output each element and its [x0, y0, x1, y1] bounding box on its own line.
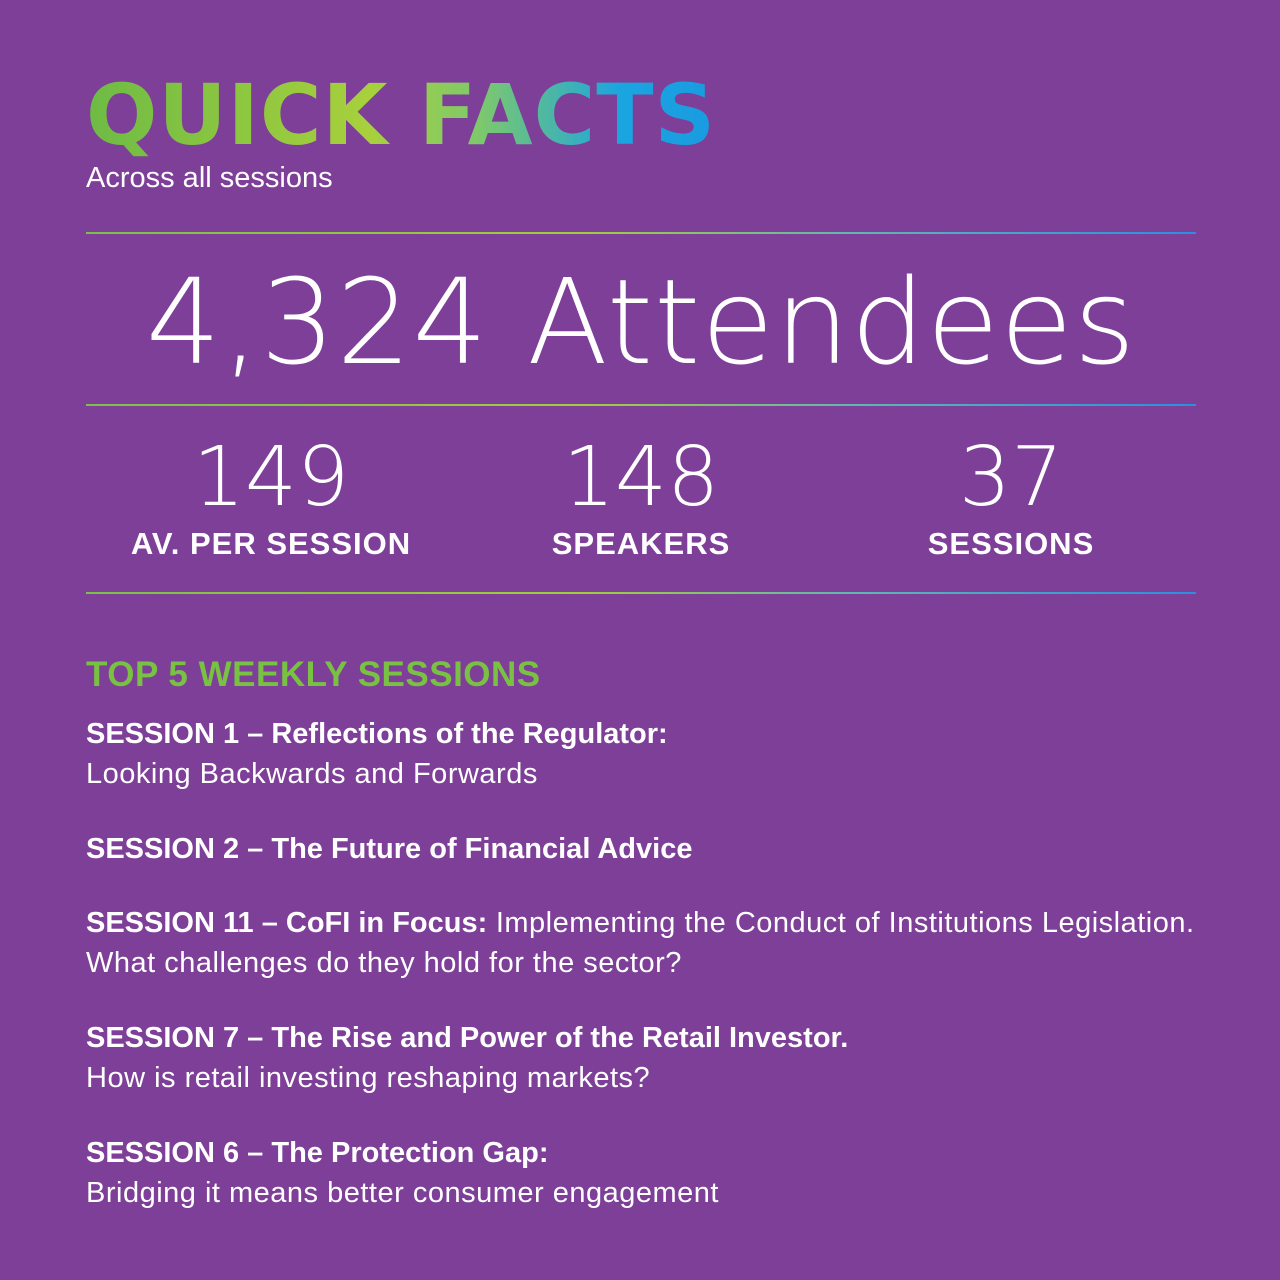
session-description: Looking Backwards and Forwards	[86, 758, 538, 790]
stat-average-per-session: 149 AV. PER SESSION	[86, 430, 456, 562]
session-item: SESSION 7 – The Rise and Power of the Re…	[86, 1018, 1196, 1098]
session-heading: SESSION 11 – CoFI in Focus:	[86, 907, 488, 939]
stat-label: SESSIONS	[927, 526, 1095, 561]
session-heading: SESSION 7 – The Rise and Power of the Re…	[86, 1022, 849, 1054]
page-subtitle: Across all sessions	[86, 162, 333, 194]
stat-value: 148	[562, 430, 720, 525]
stat-label: AV. PER SESSION	[130, 526, 412, 561]
divider-middle	[86, 404, 1196, 406]
stat-label: SPEAKERS	[551, 526, 731, 561]
stat-speakers: 148 SPEAKERS	[456, 430, 826, 562]
attendees-label: Attendees	[527, 253, 1137, 391]
divider-top	[86, 232, 1196, 234]
stat-sessions: 37 SESSIONS	[826, 430, 1196, 562]
divider-bottom	[86, 592, 1196, 594]
session-item: SESSION 6 – The Protection Gap: Bridging…	[86, 1133, 1196, 1213]
session-heading: SESSION 1 – Reflections of the Regulator…	[86, 718, 668, 750]
quick-facts-panel: QUICK FACTS Across all sessions 4,324 At…	[86, 0, 1196, 1280]
page-title: QUICK FACTS	[86, 66, 717, 164]
stat-value: 37	[958, 430, 1064, 525]
session-item: SESSION 11 – CoFI in Focus: Implementing…	[86, 903, 1196, 983]
session-description: Implementing the Conduct of Institutions…	[86, 907, 1195, 979]
stats-row: 149 AV. PER SESSION 148 SPEAKERS 37 SESS…	[86, 430, 1196, 570]
session-item: SESSION 2 – The Future of Financial Advi…	[86, 829, 1196, 869]
session-heading: SESSION 6 – The Protection Gap:	[86, 1137, 549, 1169]
session-item: SESSION 1 – Reflections of the Regulator…	[86, 714, 1196, 794]
attendees-headline: 4,324 Attendees	[86, 252, 1196, 392]
top-sessions-title: TOP 5 WEEKLY SESSIONS	[86, 655, 541, 694]
attendees-count: 4,324	[145, 253, 489, 391]
session-description: How is retail investing reshaping market…	[86, 1062, 651, 1094]
session-description: Bridging it means better consumer engage…	[86, 1177, 719, 1209]
stat-value: 149	[192, 430, 350, 525]
session-heading: SESSION 2 – The Future of Financial Advi…	[86, 833, 693, 865]
